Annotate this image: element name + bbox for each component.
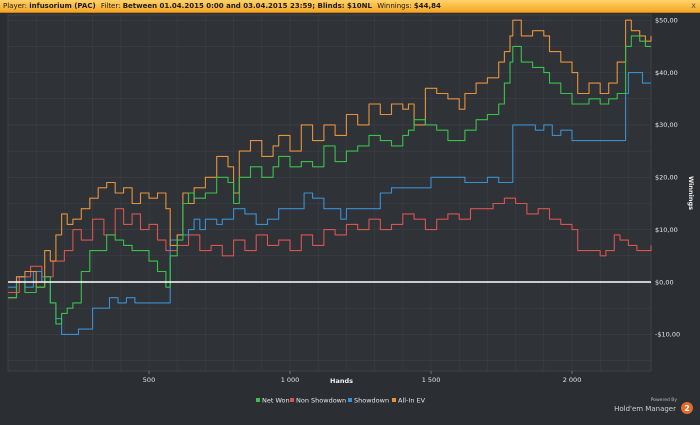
filter-label: Filter:	[100, 2, 121, 10]
series-line-non-showdown	[8, 197, 652, 294]
legend-label: Net Won	[262, 397, 290, 405]
y-tick-label: $40,00	[655, 69, 678, 77]
y-tick-label: $20,00	[655, 174, 678, 182]
winnings-label: Winnings:	[377, 2, 412, 10]
series-lines	[8, 19, 652, 335]
series-line-net-won	[8, 35, 651, 325]
x-axis-title: Hands	[330, 377, 353, 385]
legend: Net Won Non Showdown Showdown All-In EV	[256, 397, 426, 405]
legend-label: All-In EV	[398, 397, 426, 405]
legend-swatch	[392, 398, 396, 402]
legend-swatch	[348, 398, 352, 402]
y-tick-label: $0,00	[655, 278, 674, 286]
y-axis-ticks: $50,00 $40,00 $30,00 $20,00 $10,00 $0,00 -$10,…	[655, 17, 680, 339]
y-axis-title: Winnings	[687, 176, 695, 210]
close-icon[interactable]: x	[691, 1, 696, 10]
legend-swatch	[256, 398, 260, 402]
brand-version: 2	[684, 404, 690, 413]
powered-by-text: Powered By	[651, 397, 678, 403]
legend-swatch	[290, 398, 294, 402]
x-tick-label: 1 000	[281, 376, 300, 384]
brand-badge-icon	[681, 402, 693, 414]
winnings-graph: $50,00 $40,00 $30,00 $20,00 $10,00 $0,00 -$10,…	[0, 13, 700, 425]
brand-name: Hold'em Manager	[614, 405, 676, 413]
player-name: infusorium (PAC)	[29, 2, 96, 10]
holdem-manager-logo: Powered By Hold'em Manager 2	[614, 397, 693, 414]
filter-header-bar: Player: infusorium (PAC) Filter: Between…	[0, 0, 700, 13]
player-label: Player:	[3, 2, 28, 10]
legend-label: Showdown	[354, 397, 389, 405]
x-tick-label: 2 000	[563, 376, 582, 384]
winnings-value: $44,84	[413, 2, 441, 10]
x-axis-ticks: 500 1 000 1 500 2 000	[143, 371, 582, 384]
x-tick-label: 500	[143, 376, 155, 384]
series-line-all-in-ev	[8, 19, 652, 299]
y-tick-label: -$10,00	[655, 331, 680, 339]
legend-label: Non Showdown	[296, 397, 346, 405]
plot-area	[7, 14, 652, 372]
y-tick-label: $50,00	[655, 17, 678, 25]
x-tick-label: 1 500	[422, 376, 441, 384]
y-tick-label: $10,00	[655, 226, 678, 234]
series-line-showdown	[8, 72, 651, 335]
y-tick-label: $30,00	[655, 121, 678, 129]
filter-text: Between 01.04.2015 0:00 and 03.04.2015 2…	[122, 2, 372, 10]
